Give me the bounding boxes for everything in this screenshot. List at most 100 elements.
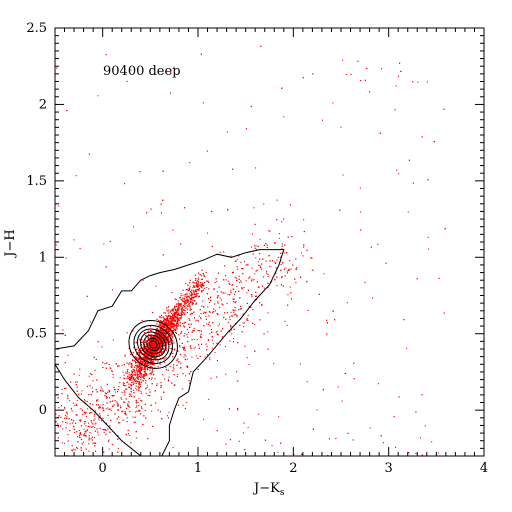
data-point [151, 367, 153, 369]
data-point [187, 336, 189, 338]
data-point [152, 351, 154, 353]
data-point [71, 422, 73, 424]
data-point [154, 348, 156, 350]
data-point [417, 81, 419, 83]
data-point [85, 412, 87, 414]
data-point [177, 300, 179, 302]
data-point [205, 318, 207, 320]
data-point [235, 301, 237, 303]
data-point [123, 401, 125, 403]
data-point [170, 332, 172, 334]
data-point [194, 274, 196, 276]
data-point [88, 443, 90, 445]
data-point [159, 327, 161, 329]
data-point [94, 369, 96, 371]
data-point [124, 354, 126, 356]
data-point [175, 311, 177, 313]
data-point [164, 348, 166, 350]
data-point [139, 345, 141, 347]
data-point [199, 355, 201, 357]
data-point [163, 345, 165, 347]
data-point [134, 372, 136, 374]
data-point [111, 395, 113, 397]
data-point [291, 236, 293, 238]
data-point [360, 211, 362, 213]
data-point [177, 361, 179, 363]
data-point [283, 252, 285, 254]
data-point [219, 251, 221, 253]
data-point [174, 348, 176, 350]
data-point [261, 285, 263, 287]
data-point [155, 337, 157, 339]
data-point [198, 315, 200, 317]
data-point [173, 364, 175, 366]
data-point [175, 299, 177, 301]
data-point [136, 357, 138, 359]
data-point [165, 322, 167, 324]
data-point [132, 330, 134, 332]
data-point [102, 417, 104, 419]
data-point [294, 278, 296, 280]
data-point [165, 366, 167, 368]
data-point [237, 268, 239, 270]
data-point [182, 294, 184, 296]
data-point [174, 305, 176, 307]
data-point [262, 258, 264, 260]
data-point [137, 374, 139, 376]
data-point [185, 282, 187, 284]
data-point [163, 336, 165, 338]
data-point [143, 348, 145, 350]
data-point [233, 341, 235, 343]
data-point [145, 341, 147, 343]
data-point [151, 410, 153, 412]
data-point [189, 382, 191, 384]
data-point [204, 275, 206, 277]
data-point [168, 376, 170, 378]
data-point [150, 330, 152, 332]
data-point [86, 400, 88, 402]
data-point [150, 360, 152, 362]
data-point [144, 372, 146, 374]
data-point [177, 308, 179, 310]
data-point [437, 452, 439, 454]
data-point [214, 310, 216, 312]
data-point [152, 354, 154, 356]
data-point [88, 450, 90, 452]
data-point [181, 309, 183, 311]
data-point [169, 325, 171, 327]
data-point [150, 378, 152, 380]
data-point [122, 371, 124, 373]
data-point [192, 287, 194, 289]
data-point [147, 438, 149, 440]
data-point [85, 425, 87, 427]
data-point [140, 342, 142, 344]
data-point [180, 311, 182, 313]
data-point [287, 236, 289, 238]
data-point [164, 329, 166, 331]
data-point [186, 302, 188, 304]
data-point [176, 327, 178, 329]
data-point [302, 255, 304, 257]
data-point [94, 442, 96, 444]
data-point [166, 349, 168, 351]
data-point [172, 326, 174, 328]
data-point [141, 339, 143, 341]
data-point [99, 427, 101, 429]
data-point [125, 412, 127, 414]
data-point [134, 374, 136, 376]
data-point [105, 433, 107, 435]
data-point [181, 311, 183, 313]
data-point [271, 445, 273, 447]
data-point [88, 439, 90, 441]
data-point [186, 292, 188, 294]
data-point [213, 288, 215, 290]
data-point [138, 387, 140, 389]
data-point [155, 336, 157, 338]
data-point [192, 299, 194, 301]
data-point [197, 289, 199, 291]
data-point [134, 416, 136, 418]
data-point [113, 404, 115, 406]
data-point [78, 430, 80, 432]
data-point [155, 348, 157, 350]
data-point [126, 388, 128, 390]
